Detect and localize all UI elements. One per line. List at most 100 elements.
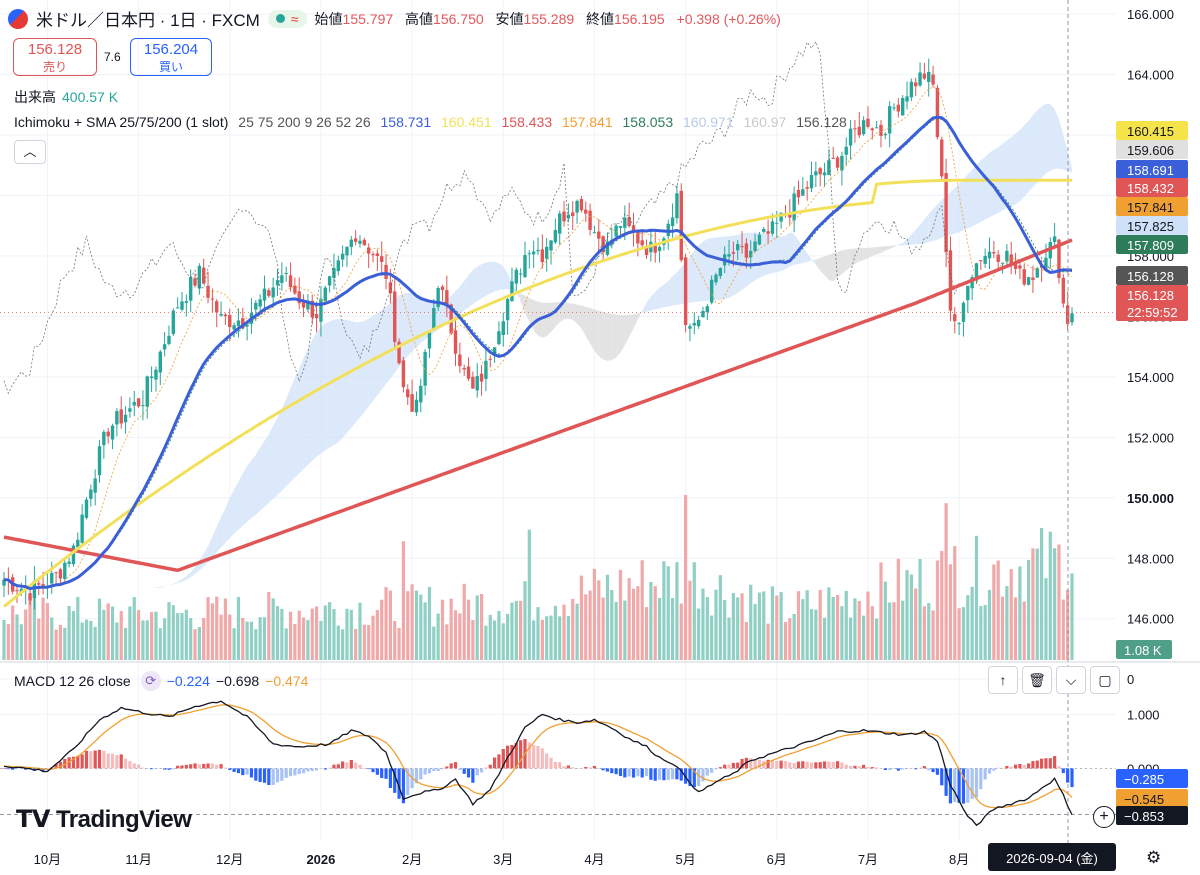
cloud-segment bbox=[950, 188, 955, 235]
cloud-segment bbox=[416, 294, 421, 348]
cloud-segment bbox=[698, 241, 703, 302]
candle-body bbox=[484, 360, 488, 379]
settings-gear-icon[interactable]: ⚙ bbox=[1146, 848, 1162, 867]
move-pane-up-button[interactable]: ↑ bbox=[988, 666, 1018, 694]
price-label-text: 158.691 bbox=[1127, 163, 1174, 178]
price-labels: 160.415 159.606 158.691 158.432 157.841 157.8… bbox=[1116, 121, 1188, 825]
macd-histogram-bar bbox=[809, 762, 814, 769]
cloud-segment bbox=[824, 254, 829, 281]
volume-bar bbox=[93, 626, 97, 660]
pane-toolbar: ↑ 🗑 ⌵ ▢ bbox=[988, 666, 1124, 694]
volume-bar bbox=[293, 623, 297, 660]
candle-body bbox=[553, 229, 558, 243]
volume-bar bbox=[944, 503, 948, 660]
macd-histogram-bar bbox=[362, 768, 366, 769]
symbol-title[interactable]: 米ドル／日本円 · 1日 · FXCM bbox=[36, 11, 260, 30]
volume-bar bbox=[723, 600, 727, 660]
market-status-badge[interactable]: ≈ bbox=[267, 9, 307, 28]
add-indicator-button[interactable]: + bbox=[1093, 806, 1115, 828]
time-axis-label: 5月 bbox=[675, 852, 695, 867]
volume-bar bbox=[957, 608, 961, 660]
sync-icon[interactable]: ⟳ bbox=[140, 671, 161, 691]
cloud-segment bbox=[716, 237, 721, 301]
candle-body bbox=[110, 425, 115, 440]
candle bbox=[540, 234, 545, 269]
volume-bar bbox=[692, 562, 696, 660]
price-axis-label: 164.000 bbox=[1127, 68, 1174, 83]
macd-histogram-bar bbox=[879, 768, 883, 769]
volume-bar bbox=[349, 609, 353, 660]
candle bbox=[992, 241, 996, 259]
ichimoku-legend[interactable]: Ichimoku + SMA 25/75/200 (1 slot) 25 75 … bbox=[14, 114, 853, 130]
cloud-segment bbox=[854, 248, 860, 264]
candle bbox=[484, 347, 488, 392]
macd-histogram-bar bbox=[58, 761, 63, 769]
cloud-segment bbox=[173, 581, 178, 585]
collapse-pane-button[interactable]: ⌵ bbox=[1056, 666, 1086, 694]
candle-body bbox=[627, 217, 631, 227]
cursor-date-text: 2026-09-04 (金) bbox=[1006, 851, 1098, 866]
candle-body bbox=[123, 414, 128, 423]
candle bbox=[436, 285, 440, 312]
volume-bar bbox=[362, 624, 366, 660]
volume-bar bbox=[1061, 599, 1065, 660]
volume-bar bbox=[458, 613, 462, 660]
candle-body bbox=[857, 126, 861, 136]
sell-button[interactable]: 156.128 売り bbox=[13, 38, 97, 76]
volume-bar bbox=[592, 568, 597, 660]
macd-histogram-bar bbox=[497, 754, 501, 769]
cloud-segment bbox=[885, 245, 890, 251]
candle bbox=[979, 260, 983, 270]
volume-bar bbox=[189, 618, 193, 660]
candle-body bbox=[445, 290, 449, 304]
cloud-segment bbox=[733, 234, 738, 296]
macd-histogram-bar bbox=[71, 756, 76, 769]
volume-legend[interactable]: 出来高 400.57 K bbox=[14, 87, 118, 107]
volume-bar bbox=[401, 541, 406, 660]
cloud-segment bbox=[216, 517, 222, 553]
macd-legend[interactable]: MACD 12 26 close ⟳ −0.224 −0.698 −0.474 bbox=[14, 671, 314, 691]
macd-histogram-bar bbox=[176, 765, 180, 769]
macd-histogram-bar bbox=[575, 768, 579, 770]
candle-body bbox=[202, 267, 206, 284]
collapse-legend-button[interactable]: ︿ bbox=[14, 140, 46, 164]
candle bbox=[479, 365, 484, 396]
candle bbox=[345, 246, 349, 267]
maximize-pane-button[interactable]: ▢ bbox=[1090, 666, 1120, 694]
macd-histogram-bar bbox=[275, 768, 280, 783]
candle bbox=[584, 201, 588, 222]
candle bbox=[822, 162, 827, 187]
price-label-box bbox=[1116, 266, 1188, 285]
candle bbox=[527, 250, 532, 269]
high-value: 156.750 bbox=[433, 10, 484, 27]
volume-bar bbox=[371, 615, 375, 660]
macd-histogram-bar bbox=[536, 745, 540, 769]
cloud-segment bbox=[121, 579, 126, 584]
candle-body bbox=[210, 298, 215, 300]
macd-histogram-bar bbox=[406, 768, 410, 796]
cloud-segment bbox=[164, 584, 169, 587]
macd-histogram-bar bbox=[666, 768, 670, 780]
candle-body bbox=[653, 243, 657, 253]
candle bbox=[89, 484, 93, 507]
candle-body bbox=[848, 128, 853, 146]
macd-histogram-bar bbox=[154, 768, 158, 770]
candle-body bbox=[1009, 254, 1013, 264]
cloud-segment bbox=[607, 313, 612, 361]
cloud-segment bbox=[594, 309, 599, 357]
candle-body bbox=[914, 82, 918, 87]
volume-bar bbox=[445, 624, 449, 660]
spread-value: 7.6 bbox=[104, 50, 121, 64]
delete-pane-button[interactable]: 🗑 bbox=[1022, 666, 1052, 694]
high-label: 高値 bbox=[405, 10, 434, 27]
macd-histogram-bar bbox=[419, 768, 423, 780]
cloud-segment bbox=[598, 310, 604, 360]
volume-bar bbox=[193, 629, 197, 660]
buy-button[interactable]: 156.204 買い bbox=[130, 38, 212, 76]
candle-body bbox=[935, 87, 940, 138]
macd-value: −0.698 bbox=[215, 673, 260, 689]
volume-bar bbox=[341, 629, 345, 660]
macd-histogram-bar bbox=[1070, 768, 1074, 788]
